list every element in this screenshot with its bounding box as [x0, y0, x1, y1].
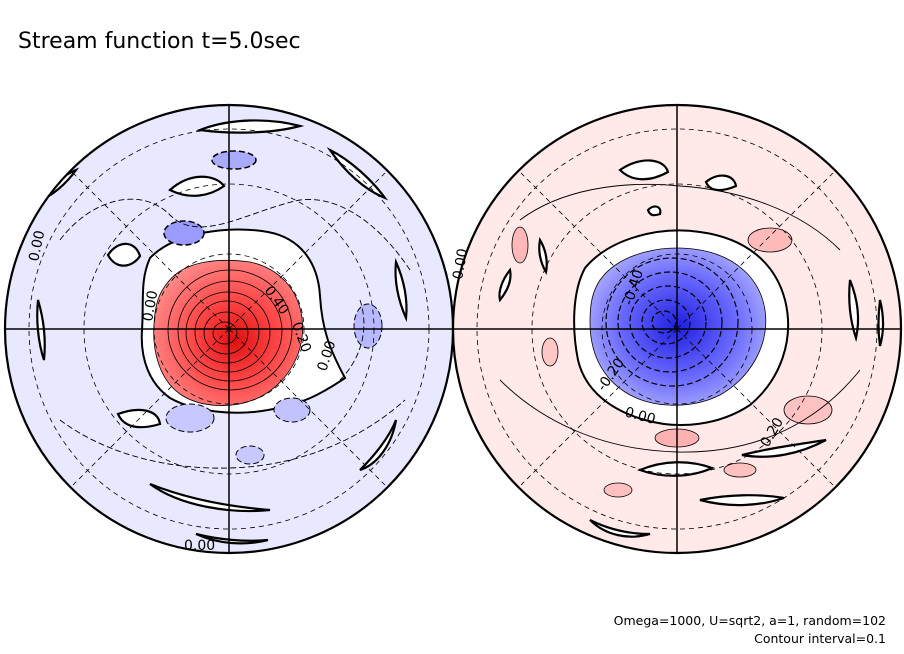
left-negative-blob: [353, 303, 383, 349]
right-positive-blob: [783, 395, 833, 425]
right-positive-blob: [603, 482, 633, 498]
left-negative-blob: [273, 397, 311, 423]
left-hemisphere-panel: [3, 103, 455, 555]
left-negative-blob: [211, 150, 257, 170]
contour-label: 0.00: [450, 247, 471, 280]
contour-interval-note: Contour interval=0.1: [754, 631, 886, 646]
chart-title: Stream function t=5.0sec: [18, 29, 301, 54]
right-negative-low: [589, 247, 767, 406]
left-dashed-contours: [59, 198, 411, 469]
right-positive-blob: [723, 462, 757, 478]
right-positive-blob: [511, 226, 529, 264]
left-negative-blob: [163, 220, 205, 246]
left-negative-blob: [165, 403, 215, 433]
right-hemisphere-panel: [451, 103, 903, 555]
contour-label: 0.00: [184, 538, 215, 554]
left-high-contours: [167, 269, 293, 391]
parameter-note: Omega=1000, U=sqrt2, a=1, random=102: [614, 613, 886, 628]
right-zero-contours: [498, 159, 885, 538]
right-positive-blob: [747, 227, 793, 253]
right-positive-blob: [541, 337, 559, 367]
right-low-contours: [605, 257, 739, 387]
contour-label: 0.00: [623, 404, 657, 428]
left-negative-blob: [235, 445, 265, 465]
contour-label: 0.00: [26, 229, 48, 263]
contour-label: 0.00: [140, 289, 161, 322]
